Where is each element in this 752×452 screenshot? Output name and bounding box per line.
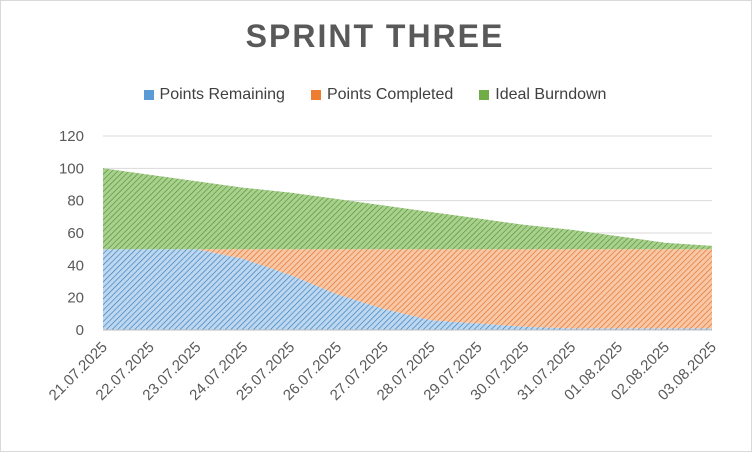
legend-label-points-remaining: Points Remaining [159,86,285,103]
y-tick-label: 60 [67,225,84,242]
y-tick-label: 100 [59,160,84,177]
y-tick-label: 120 [59,128,84,145]
chart-title: SPRINT THREE [245,18,505,54]
legend-item-points-completed: Points Completed [310,86,454,104]
y-tick-label: 80 [67,193,84,210]
area-ideal-burndown [103,168,712,250]
y-tick-label: 20 [67,290,84,307]
area-series [103,168,712,330]
legend-item-points-remaining: Points Remaining [143,86,285,104]
legend-label-ideal-burndown: Ideal Burndown [495,86,607,103]
legend-item-ideal-burndown: Ideal Burndown [479,86,606,104]
legend-label-points-completed: Points Completed [326,86,454,103]
area-points-completed [103,249,712,329]
legend-swatch-points-remaining [143,90,154,100]
area-points-remaining [103,249,712,330]
legend-swatch-ideal-burndown [479,90,490,100]
legend: Points Remaining Points Completed Ideal … [0,86,750,104]
y-tick-label: 40 [67,257,84,274]
y-tick-label: 0 [76,322,84,339]
legend-swatch-points-completed [310,90,321,100]
